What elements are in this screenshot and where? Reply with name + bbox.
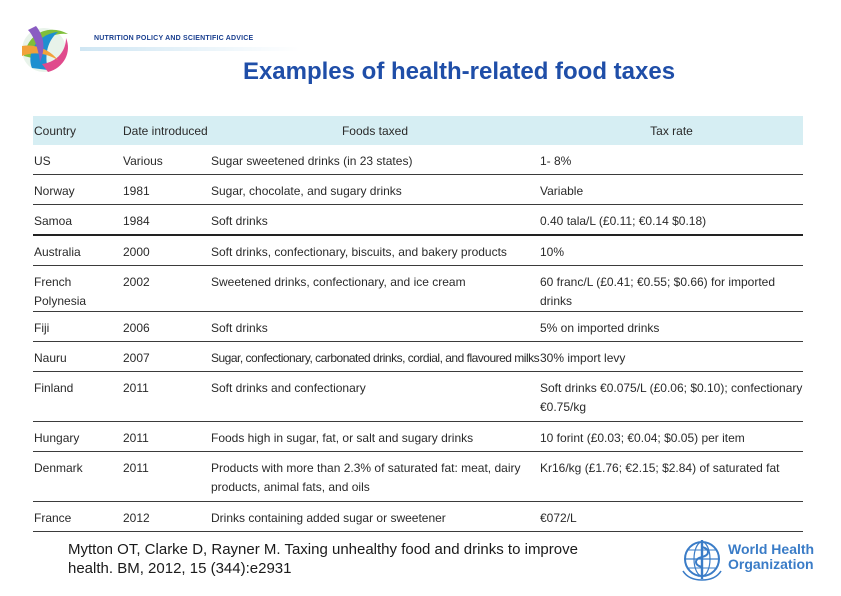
table-row: Nauru 2007 Sugar, confectionary, carbona… (33, 341, 803, 372)
cell-foods: Soft drinks and confectionary (210, 371, 539, 422)
table-header-row: Country Date introduced Foods taxed Tax … (33, 116, 803, 145)
brand-text: NUTRITION POLICY AND SCIENTIFIC ADVICE (94, 35, 254, 42)
cell-rate: 60 franc/L (£0.41; €0.55; $0.66) for imp… (539, 265, 803, 312)
cell-foods: Sugar, chocolate, and sugary drinks (210, 174, 539, 205)
cell-date: 1984 (122, 204, 210, 236)
cell-rate: Kr16/kg (£1.76; €2.15; $2.84) of saturat… (539, 451, 803, 502)
cell-country: Finland (33, 371, 122, 422)
cell-country: Norway (33, 174, 122, 205)
cell-rate: 0.40 tala/L (£0.11; €0.14 $0.18) (539, 204, 803, 236)
cell-country: Samoa (33, 204, 122, 236)
food-taxes-table: Country Date introduced Foods taxed Tax … (33, 116, 803, 532)
table-row: French Polynesia 2002 Sweetened drinks, … (33, 265, 803, 312)
column-header-rate: Tax rate (539, 116, 803, 145)
table-row: Australia 2000 Soft drinks, confectionar… (33, 235, 803, 266)
cell-country: Australia (33, 235, 122, 266)
cell-country: French Polynesia (33, 265, 122, 312)
cell-rate: 10 forint (£0.03; €0.04; $0.05) per item (539, 421, 803, 452)
who-emblem-icon (682, 540, 722, 581)
cell-foods: Sugar sweetened drinks (in 23 states) (210, 145, 539, 175)
cell-foods: Soft drinks, confectionary, biscuits, an… (210, 235, 539, 266)
cell-foods: Products with more than 2.3% of saturate… (210, 451, 539, 502)
cell-rate: €072/L (539, 501, 803, 532)
table-row: Fiji 2006 Soft drinks 5% on imported dri… (33, 311, 803, 342)
who-name-line: World Health (728, 541, 815, 557)
cell-foods: Sugar, confectionary, carbonated drinks,… (210, 341, 540, 372)
nutrition-globe-logo-icon (22, 26, 68, 72)
cell-date: 2011 (122, 421, 210, 452)
who-organization-name: World Health Organization (728, 542, 814, 572)
table-row: Denmark 2011 Products with more than 2.3… (33, 451, 803, 502)
cell-country: Hungary (33, 421, 122, 452)
citation-line: health. BM, 2012, 15 (344):e2931 (68, 560, 292, 577)
cell-date: 2007 (122, 341, 210, 372)
citation: Mytton OT, Clarke D, Rayner M. Taxing un… (68, 540, 638, 578)
cell-date: 2012 (122, 501, 210, 532)
table-row: France 2012 Drinks containing added suga… (33, 501, 803, 532)
cell-foods: Sweetened drinks, confectionary, and ice… (210, 265, 539, 312)
cell-foods: Drinks containing added sugar or sweeten… (210, 501, 539, 532)
cell-country: Denmark (33, 451, 122, 502)
column-header-country: Country (33, 116, 122, 145)
cell-foods: Foods high in sugar, fat, or salt and su… (210, 421, 539, 452)
cell-rate: 1- 8% (539, 145, 803, 175)
column-header-date: Date introduced (122, 116, 210, 145)
table-row: Hungary 2011 Foods high in sugar, fat, o… (33, 421, 803, 452)
cell-foods: Soft drinks (210, 204, 539, 236)
cell-country: Fiji (33, 311, 122, 342)
cell-date: Various (122, 145, 210, 175)
cell-date: 2011 (122, 371, 210, 422)
header-rule (80, 47, 300, 51)
cell-country: Nauru (33, 341, 122, 372)
column-header-foods: Foods taxed (210, 116, 539, 145)
cell-country: US (33, 145, 122, 175)
cell-date: 2000 (122, 235, 210, 266)
cell-date: 2002 (122, 265, 210, 312)
cell-date: 2011 (122, 451, 210, 502)
cell-rate: 5% on imported drinks (539, 311, 803, 342)
who-name-line: Organization (728, 556, 814, 572)
table-row: Finland 2011 Soft drinks and confectiona… (33, 371, 803, 422)
cell-foods: Soft drinks (210, 311, 539, 342)
table-row: Norway 1981 Sugar, chocolate, and sugary… (33, 174, 803, 205)
cell-rate: 10% (539, 235, 803, 266)
table-row: US Various Sugar sweetened drinks (in 23… (33, 145, 803, 175)
cell-country: France (33, 501, 122, 532)
cell-date: 2006 (122, 311, 210, 342)
table-row: Samoa 1984 Soft drinks 0.40 tala/L (£0.1… (33, 204, 803, 236)
page-title: Examples of health-related food taxes (242, 58, 676, 85)
cell-rate: Variable (539, 174, 803, 205)
cell-rate: Soft drinks €0.075/L (£0.06; $0.10); con… (539, 371, 803, 422)
cell-date: 1981 (122, 174, 210, 205)
cell-rate: 30% import levy (539, 341, 803, 372)
citation-line: Mytton OT, Clarke D, Rayner M. Taxing un… (68, 541, 578, 558)
